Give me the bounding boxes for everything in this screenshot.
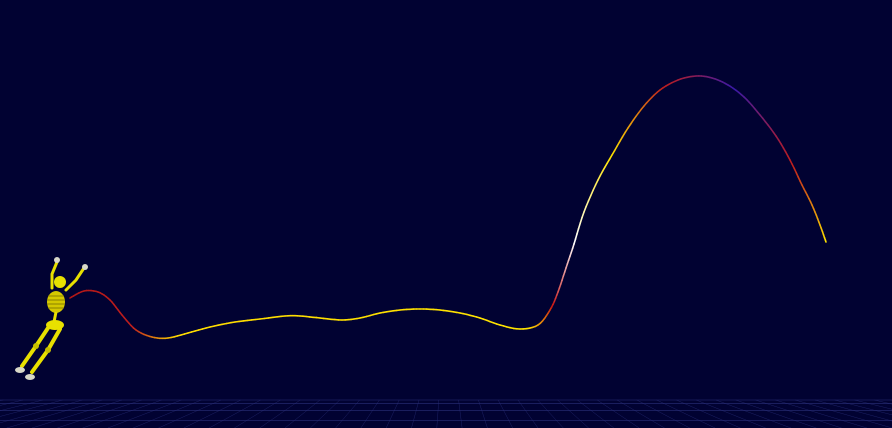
floor-grid-line bbox=[0, 399, 63, 417]
trajectory-segment bbox=[589, 189, 595, 197]
floor-grid bbox=[0, 399, 892, 428]
trajectory-segment bbox=[613, 145, 619, 152]
floor-grid-line bbox=[458, 399, 463, 428]
floor-grid-line bbox=[82, 399, 162, 428]
floor-grid-line bbox=[310, 399, 340, 428]
trajectory-segment bbox=[599, 170, 604, 177]
floor-grid-line bbox=[775, 399, 867, 428]
trajectory-segment bbox=[576, 227, 580, 235]
floor-grid-line bbox=[497, 399, 513, 428]
floor-grid-line bbox=[208, 399, 261, 428]
skeleton-right-foot bbox=[25, 374, 35, 380]
trajectory-segment bbox=[824, 239, 827, 243]
floor-grid-line bbox=[616, 399, 665, 428]
floor-grid-line bbox=[676, 399, 741, 428]
trajectory-segment bbox=[624, 127, 629, 133]
floor-grid-line bbox=[385, 399, 400, 428]
skeleton-ribcage bbox=[47, 291, 65, 313]
trajectory-segment bbox=[573, 238, 577, 245]
floor-grid-line bbox=[0, 399, 83, 424]
trajectory-segment bbox=[611, 149, 616, 156]
floor-grid-line bbox=[158, 399, 222, 428]
floor-grid-line bbox=[478, 399, 488, 428]
floor-grid-line bbox=[656, 399, 716, 428]
floor-grid-line bbox=[6, 399, 103, 428]
floor-grid-line bbox=[335, 399, 360, 428]
skeleton-right-hand bbox=[82, 264, 88, 270]
floor-grid-line bbox=[795, 399, 892, 428]
trajectory-segment bbox=[621, 131, 627, 138]
floor-grid-line bbox=[814, 399, 892, 422]
floor-grid-line bbox=[0, 399, 24, 406]
trajectory-segment bbox=[592, 184, 597, 191]
skeleton-figure-icon[interactable] bbox=[15, 257, 88, 380]
trajectory-segment bbox=[587, 194, 592, 202]
trajectory-segment bbox=[627, 123, 632, 129]
trajectory-segment bbox=[577, 222, 582, 230]
floor-grid-line bbox=[854, 399, 892, 410]
trajectory-segment bbox=[581, 211, 585, 219]
trajectory-segment bbox=[583, 205, 587, 213]
skeleton-skull bbox=[54, 276, 66, 288]
floor-grid-line bbox=[183, 399, 241, 428]
trajectory-segment bbox=[585, 200, 590, 208]
skeleton-left-arm bbox=[50, 260, 59, 290]
floor-grid-line bbox=[755, 399, 842, 428]
floor-grid-line bbox=[597, 399, 640, 428]
floor-grid-line bbox=[107, 399, 182, 428]
floor-grid-line bbox=[834, 399, 892, 416]
floor-grid-line bbox=[577, 399, 615, 428]
floor-grid-line bbox=[557, 399, 589, 428]
trajectory-segment bbox=[597, 174, 602, 181]
trajectory-segment bbox=[616, 140, 621, 147]
floor-grid-line bbox=[57, 399, 142, 428]
floor-grid-line bbox=[31, 399, 123, 428]
skeleton-left-knee bbox=[33, 343, 39, 349]
floor-grid-line bbox=[636, 399, 690, 428]
floor-grid-line bbox=[234, 399, 281, 428]
floor-grid-line bbox=[284, 399, 321, 428]
skeleton-right-knee bbox=[45, 347, 51, 353]
floor-grid-line bbox=[360, 399, 380, 428]
floor-grid-line bbox=[259, 399, 301, 428]
motion-trajectory-path bbox=[69, 75, 827, 340]
floor-grid-line bbox=[0, 399, 43, 411]
skeleton-left-hand bbox=[54, 257, 60, 263]
floor-grid-line bbox=[0, 399, 4, 401]
floor-grid-line bbox=[696, 399, 766, 428]
floor-grid-line bbox=[133, 399, 202, 428]
trajectory-segment bbox=[579, 216, 583, 224]
floor-grid-line bbox=[735, 399, 817, 428]
skeleton-right-arm bbox=[64, 266, 86, 292]
floor-grid-line bbox=[517, 399, 539, 428]
floor-grid-line bbox=[537, 399, 564, 428]
trajectory-segment bbox=[793, 167, 798, 174]
trajectory-segment bbox=[608, 154, 613, 160]
floor-grid-line bbox=[411, 399, 420, 428]
trajectory-segment bbox=[594, 179, 599, 186]
floor-grid-line bbox=[436, 399, 440, 428]
floor-grid-line bbox=[715, 399, 792, 428]
skeleton-left-foot bbox=[15, 367, 25, 373]
trajectory-segment bbox=[574, 233, 578, 240]
trajectory-segment bbox=[619, 135, 624, 143]
